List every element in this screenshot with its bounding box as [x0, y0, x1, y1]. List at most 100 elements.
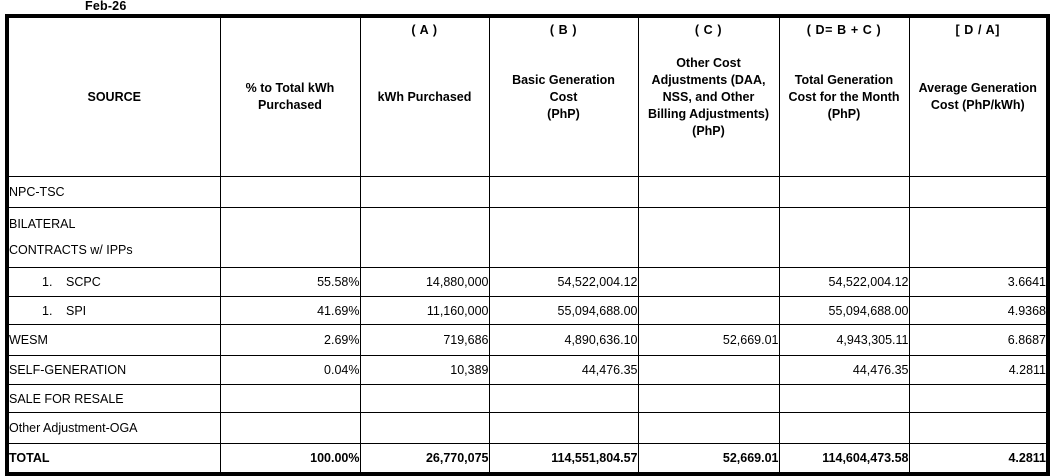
cell-other — [637, 384, 780, 413]
cell-other: 52,669.01 — [637, 443, 780, 475]
cell-source-index: 1. — [42, 275, 53, 289]
cell-average: 4.2811 — [908, 443, 1049, 475]
cell-total — [778, 412, 910, 444]
cell-percent: 100.00% — [219, 443, 361, 475]
cell-basic — [488, 384, 639, 413]
cell-percent: 41.69% — [219, 296, 361, 325]
cell-average — [908, 176, 1049, 208]
cell-basic — [488, 176, 639, 208]
cell-source: 1. SPI — [6, 296, 221, 325]
cell-kwh: 11,160,000 — [359, 296, 490, 325]
cell-average: 6.8687 — [908, 324, 1049, 356]
table-row: SALE FOR RESALE — [6, 384, 1049, 413]
cell-percent: 0.04% — [219, 355, 361, 385]
cell-average: 4.2811 — [908, 355, 1049, 385]
cell-percent: 2.69% — [219, 324, 361, 356]
table-row: 1. SPI 41.69% 11,160,000 55,094,688.00 55… — [6, 296, 1049, 325]
cell-average — [908, 412, 1049, 444]
cell-source: 1. SCPC — [6, 267, 221, 297]
cell-basic: 114,551,804.57 — [488, 443, 639, 475]
header-title-average-generation-cost: Average Generation Cost (PhP/kWh) — [918, 81, 1037, 112]
table-row: Other Adjustment-OGA — [6, 412, 1049, 444]
period-caption: Feb-26 — [85, 0, 127, 13]
header-title-total-generation-cost: Total Generation Cost for the Month (PhP… — [788, 72, 900, 121]
cell-kwh: 14,880,000 — [359, 267, 490, 297]
cell-source-label: SCPC — [66, 275, 101, 289]
cell-other — [637, 207, 780, 268]
header-title-basic-cost: Cost — [549, 89, 578, 104]
header-cell-average-generation-cost: [ D / A] Average Generation Cost (PhP/kW… — [908, 15, 1049, 177]
cell-kwh — [359, 176, 490, 208]
header-cell-other-cost-adjustments: ( C ) Other Cost Adjustments (DAA, NSS, … — [637, 15, 780, 177]
header-title-basic-currency: (PhP) — [547, 106, 580, 121]
cell-source: SALE FOR RESALE — [6, 384, 221, 413]
cell-basic — [488, 207, 639, 268]
cell-kwh: 26,770,075 — [359, 443, 490, 475]
cell-basic: 44,476.35 — [488, 355, 639, 385]
header-code-b: ( B ) — [549, 23, 578, 37]
cell-percent — [219, 176, 361, 208]
cell-total: 44,476.35 — [778, 355, 910, 385]
generation-cost-table: SOURCE % to Total kWh Purchased ( A ) kW… — [5, 14, 1050, 476]
cell-average: 4.9368 — [908, 296, 1049, 325]
cell-total: 4,943,305.11 — [778, 324, 910, 356]
cell-total — [778, 384, 910, 413]
cell-other — [637, 176, 780, 208]
cell-basic — [488, 412, 639, 444]
cell-basic: 4,890,636.10 — [488, 324, 639, 356]
header-title-percent: % to Total kWh Purchased — [245, 81, 335, 112]
header-code-c: ( C ) — [694, 23, 723, 37]
table-row-total: TOTAL 100.00% 26,770,075 114,551,804.57 … — [6, 443, 1049, 475]
cell-basic: 54,522,004.12 — [488, 267, 639, 297]
cell-average — [908, 207, 1049, 268]
table-row: NPC-TSC — [6, 176, 1049, 208]
cell-source: WESM — [6, 324, 221, 356]
header-code-a: ( A ) — [411, 23, 438, 37]
header-code-d: ( D= B + C ) — [806, 23, 882, 37]
header-title-source: SOURCE — [87, 89, 141, 104]
header-title-basic-generation: Basic Generation — [512, 72, 615, 87]
header-cell-percent-total-kwh: % to Total kWh Purchased — [219, 15, 361, 177]
cell-kwh — [359, 207, 490, 268]
cell-other: 52,669.01 — [637, 324, 780, 356]
table-row: WESM 2.69% 719,686 4,890,636.10 52,669.0… — [6, 324, 1049, 356]
cell-other — [637, 412, 780, 444]
cell-basic: 55,094,688.00 — [488, 296, 639, 325]
cell-kwh: 719,686 — [359, 324, 490, 356]
cell-source: BILATERAL CONTRACTS w/ IPPs — [6, 207, 221, 268]
cell-source: NPC-TSC — [6, 176, 221, 208]
table-row: 1. SCPC 55.58% 14,880,000 54,522,004.12 5… — [6, 267, 1049, 297]
header-cell-source: SOURCE — [6, 15, 221, 177]
spreadsheet-sheet: Feb-26 SOURCE — [5, 0, 1050, 476]
cell-total — [778, 176, 910, 208]
header-cell-basic-generation-cost: ( B ) Basic Generation Cost (PhP) — [488, 15, 639, 177]
cell-total: 54,522,004.12 — [778, 267, 910, 297]
header-title-kwh-purchased: kWh Purchased — [377, 89, 472, 104]
header-cell-kwh-purchased: ( A ) kWh Purchased — [359, 15, 490, 177]
cell-percent: 55.58% — [219, 267, 361, 297]
cell-other — [637, 267, 780, 297]
header-title-other-cost-adjustments: Other Cost Adjustments (DAA, NSS, and Ot… — [647, 55, 770, 138]
cell-other — [637, 355, 780, 385]
header-code-da: [ D / A] — [955, 23, 1001, 37]
cell-average — [908, 384, 1049, 413]
table-header: SOURCE % to Total kWh Purchased ( A ) kW… — [6, 15, 1049, 177]
header-row: SOURCE % to Total kWh Purchased ( A ) kW… — [6, 15, 1049, 177]
cell-percent — [219, 384, 361, 413]
cell-source-index: 1. — [42, 303, 53, 318]
cell-total — [778, 207, 910, 268]
cell-percent — [219, 207, 361, 268]
cell-source: SELF-GENERATION — [6, 355, 221, 385]
table-row: BILATERAL CONTRACTS w/ IPPs — [6, 207, 1049, 268]
cell-kwh — [359, 384, 490, 413]
table-row: SELF-GENERATION 0.04% 10,389 44,476.35 4… — [6, 355, 1049, 385]
cell-average: 3.6641 — [908, 267, 1049, 297]
cell-percent — [219, 412, 361, 444]
cell-total: 114,604,473.58 — [778, 443, 910, 475]
cell-other — [637, 296, 780, 325]
cell-kwh: 10,389 — [359, 355, 490, 385]
cell-total: 55,094,688.00 — [778, 296, 910, 325]
header-cell-total-generation-cost: ( D= B + C ) Total Generation Cost for t… — [778, 15, 910, 177]
cell-kwh — [359, 412, 490, 444]
cell-source: Other Adjustment-OGA — [6, 412, 221, 444]
